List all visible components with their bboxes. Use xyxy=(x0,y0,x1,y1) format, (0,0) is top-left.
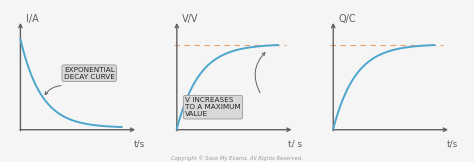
Text: t/s: t/s xyxy=(447,139,457,148)
Text: V/V: V/V xyxy=(182,14,199,24)
Text: Q/C: Q/C xyxy=(338,14,356,24)
Text: t/s: t/s xyxy=(134,139,145,148)
Text: t/ s: t/ s xyxy=(289,139,302,148)
Text: Copyright © Save My Exams. All Rights Reserved.: Copyright © Save My Exams. All Rights Re… xyxy=(171,156,303,161)
Text: EXPONENTIAL
DECAY CURVE: EXPONENTIAL DECAY CURVE xyxy=(64,67,115,80)
Text: V INCREASES
TO A MAXIMUM
VALUE: V INCREASES TO A MAXIMUM VALUE xyxy=(185,97,241,117)
Text: I/A: I/A xyxy=(26,14,38,24)
